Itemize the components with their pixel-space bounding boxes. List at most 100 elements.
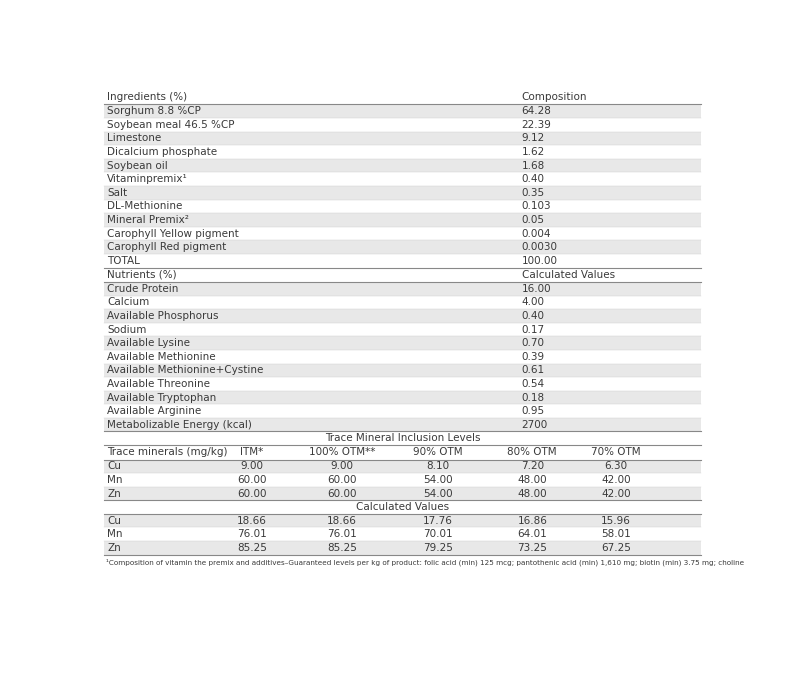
Bar (105, 105, 701, 118)
Text: Carophyll Red pigment: Carophyll Red pigment (108, 242, 226, 252)
Text: Available Tryptophan: Available Tryptophan (108, 393, 217, 402)
Bar (105, 445, 701, 460)
Text: TOTAL: TOTAL (108, 256, 140, 265)
Text: Available Threonine: Available Threonine (108, 379, 211, 389)
Text: Salt: Salt (108, 188, 127, 198)
Text: Available Phosphorus: Available Phosphorus (108, 311, 219, 321)
Text: 76.01: 76.01 (237, 529, 267, 539)
Text: 42.00: 42.00 (601, 488, 631, 499)
Bar (105, 213, 701, 227)
Bar (105, 240, 701, 254)
Text: 18.66: 18.66 (237, 516, 267, 526)
Text: 0.95: 0.95 (522, 406, 545, 416)
Text: 0.35: 0.35 (522, 188, 545, 198)
Bar (105, 131, 701, 145)
Text: 17.76: 17.76 (423, 516, 453, 526)
Bar (105, 432, 701, 445)
Text: 48.00: 48.00 (517, 488, 547, 499)
Text: Calculated Values: Calculated Values (522, 269, 615, 280)
Text: 4.00: 4.00 (522, 298, 545, 307)
Text: Zn: Zn (108, 488, 121, 499)
Text: 100.00: 100.00 (522, 256, 557, 265)
Bar (105, 282, 701, 295)
Text: 0.18: 0.18 (522, 393, 545, 402)
Text: Trace Mineral Inclusion Levels: Trace Mineral Inclusion Levels (325, 433, 480, 443)
Bar (105, 500, 701, 514)
Text: 0.39: 0.39 (522, 352, 545, 362)
Bar (105, 404, 701, 418)
Bar (105, 309, 701, 323)
Bar (105, 363, 701, 377)
Text: 73.25: 73.25 (517, 543, 547, 553)
Text: 70% OTM: 70% OTM (591, 447, 641, 458)
Text: Soybean meal 46.5 %CP: Soybean meal 46.5 %CP (108, 120, 235, 130)
Text: Vitaminpremix¹: Vitaminpremix¹ (108, 174, 188, 184)
Bar (105, 377, 701, 391)
Text: 0.54: 0.54 (522, 379, 545, 389)
Text: Crude Protein: Crude Protein (108, 284, 178, 294)
Bar (105, 460, 701, 473)
Text: 2700: 2700 (522, 420, 548, 430)
Bar (105, 295, 701, 309)
Text: 22.39: 22.39 (522, 120, 552, 130)
Text: 1.68: 1.68 (522, 161, 545, 170)
Text: 7.20: 7.20 (520, 461, 544, 471)
Bar (105, 254, 701, 267)
Text: 67.25: 67.25 (601, 543, 631, 553)
Bar (105, 473, 701, 487)
Text: 60.00: 60.00 (327, 488, 357, 499)
Bar (105, 200, 701, 213)
Bar (105, 514, 701, 527)
Text: 58.01: 58.01 (601, 529, 631, 539)
Bar (105, 145, 701, 159)
Bar (105, 118, 701, 131)
Bar (105, 337, 701, 350)
Text: Dicalcium phosphate: Dicalcium phosphate (108, 147, 218, 157)
Text: Nutrients (%): Nutrients (%) (108, 269, 177, 280)
Text: 60.00: 60.00 (237, 475, 266, 485)
Text: 42.00: 42.00 (601, 475, 631, 485)
Text: 54.00: 54.00 (423, 475, 453, 485)
Text: 60.00: 60.00 (327, 475, 357, 485)
Text: 0.004: 0.004 (522, 228, 551, 239)
Text: Calculated Values: Calculated Values (356, 502, 450, 512)
Text: Calcium: Calcium (108, 298, 149, 307)
Bar (105, 350, 701, 363)
Bar (105, 90, 701, 105)
Text: Metabolizable Energy (kcal): Metabolizable Energy (kcal) (108, 420, 252, 430)
Bar (105, 487, 701, 500)
Text: 16.00: 16.00 (522, 284, 551, 294)
Text: ITM*: ITM* (241, 447, 263, 458)
Text: 9.12: 9.12 (522, 133, 545, 144)
Bar (105, 323, 701, 337)
Text: 64.28: 64.28 (522, 106, 552, 116)
Text: Mn: Mn (108, 529, 123, 539)
Text: Zn: Zn (108, 543, 121, 553)
Text: Limestone: Limestone (108, 133, 162, 144)
Text: 79.25: 79.25 (423, 543, 453, 553)
Text: 8.10: 8.10 (426, 461, 450, 471)
Text: 48.00: 48.00 (517, 475, 547, 485)
Text: 18.66: 18.66 (327, 516, 357, 526)
Bar (105, 541, 701, 555)
Bar (105, 186, 701, 200)
Text: 76.01: 76.01 (327, 529, 357, 539)
Text: 0.103: 0.103 (522, 201, 551, 211)
Text: 0.0030: 0.0030 (522, 242, 557, 252)
Text: Available Methionine: Available Methionine (108, 352, 216, 362)
Text: 85.25: 85.25 (327, 543, 357, 553)
Bar (105, 391, 701, 404)
Text: Cu: Cu (108, 516, 121, 526)
Text: 9.00: 9.00 (330, 461, 354, 471)
Text: Carophyll Yellow pigment: Carophyll Yellow pigment (108, 228, 239, 239)
Text: 0.40: 0.40 (522, 174, 545, 184)
Bar (105, 418, 701, 432)
Text: 0.70: 0.70 (522, 338, 545, 348)
Text: 0.61: 0.61 (522, 365, 545, 376)
Text: Mn: Mn (108, 475, 123, 485)
Text: Sodium: Sodium (108, 325, 147, 334)
Bar (105, 172, 701, 186)
Text: 6.30: 6.30 (604, 461, 627, 471)
Text: 16.86: 16.86 (517, 516, 547, 526)
Text: 64.01: 64.01 (517, 529, 547, 539)
